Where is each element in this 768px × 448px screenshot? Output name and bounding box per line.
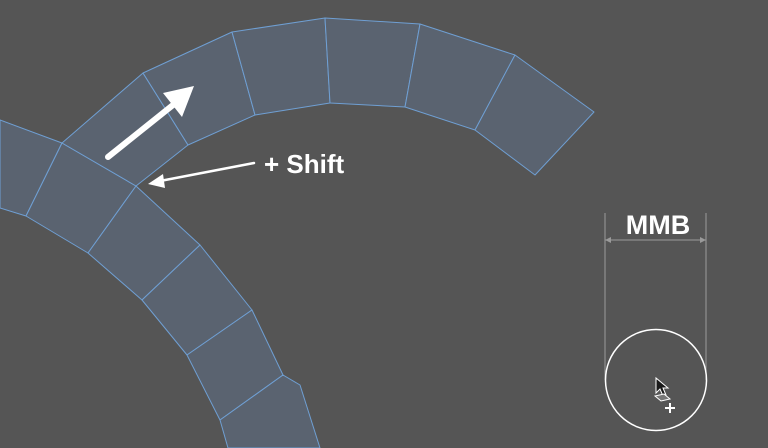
mmb-label: MMB xyxy=(626,210,690,240)
mesh-face[interactable] xyxy=(474,54,595,176)
brush-circle-icon xyxy=(604,328,708,432)
arrow-up-right-icon xyxy=(105,86,194,160)
arrow-left-icon xyxy=(148,161,256,188)
mmb-dimension-guide xyxy=(604,213,707,380)
mesh-face[interactable] xyxy=(219,374,321,448)
upper-face-strip[interactable] xyxy=(61,17,595,187)
lower-face-strip[interactable] xyxy=(0,119,321,448)
shift-modifier-label: + Shift xyxy=(264,149,345,179)
mesh-face[interactable] xyxy=(324,17,421,108)
cursor-arrow-icon xyxy=(653,376,675,413)
